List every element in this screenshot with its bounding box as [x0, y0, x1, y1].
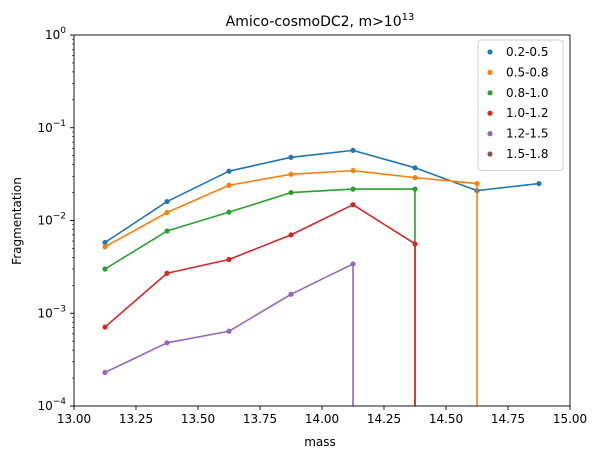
y-tick-exponent: −4	[53, 397, 67, 407]
data-point	[412, 241, 418, 247]
data-point	[102, 266, 108, 272]
legend-box	[477, 39, 564, 171]
legend-item: 1.5-1.8	[487, 147, 549, 161]
x-tick-label: 13.00	[57, 412, 91, 426]
y-tick-base: 10	[37, 399, 52, 413]
legend-label: 0.8-1.0	[506, 86, 549, 100]
legend-label: 1.2-1.5	[506, 127, 549, 141]
data-point	[412, 186, 418, 192]
legend-label: 1.5-1.8	[506, 147, 549, 161]
y-axis-title: Fragmentation	[10, 177, 24, 265]
y-tick-label: 100	[45, 26, 66, 42]
x-tick-label: 14.50	[429, 412, 463, 426]
data-point	[164, 340, 170, 346]
x-tick-label: 13.25	[119, 412, 153, 426]
x-tick-label: 13.50	[181, 412, 215, 426]
chart-title-exponent: 13	[402, 12, 415, 23]
series-1.2-1.5	[102, 261, 356, 406]
data-point	[350, 261, 356, 267]
data-point	[474, 180, 480, 187]
data-point	[288, 189, 294, 196]
chart-title-base: Amico-cosmoDC2, m>10	[226, 14, 402, 30]
legend-item: 0.8-1.0	[487, 86, 549, 100]
y-tick-base: 10	[37, 306, 52, 320]
series-0.5-0.8	[102, 168, 480, 406]
series-1.0-1.2	[102, 202, 418, 406]
chart-title: Amico-cosmoDC2, m>1013	[226, 12, 415, 30]
series-line-1.2-1.5	[104, 263, 354, 406]
data-point	[164, 209, 170, 216]
y-tick-label: 10−1	[37, 119, 66, 135]
legend-item: 1.0-1.2	[487, 106, 549, 120]
data-point	[226, 168, 232, 174]
data-point	[226, 209, 232, 215]
data-point	[536, 180, 542, 187]
data-point	[350, 186, 356, 192]
x-axis-title: mass	[304, 435, 336, 449]
series-0.2-0.5	[102, 147, 542, 246]
data-point	[350, 147, 356, 153]
y-tick-base: 10	[37, 214, 52, 228]
legend-item: 0.5-0.8	[487, 65, 549, 79]
legend-label: 0.2-0.5	[506, 45, 549, 59]
x-tick-label: 14.25	[367, 412, 401, 426]
data-point	[226, 328, 232, 334]
x-tick-label: 14.00	[305, 412, 339, 426]
y-tick-exponent: −2	[53, 212, 66, 222]
data-point	[102, 239, 108, 246]
series-layer	[102, 147, 542, 406]
legend: 0.2-0.5 0.5-0.8 0.8-1.0 1.0-1.2 1.2-1.5 1.5-1…	[477, 39, 564, 171]
legend-item: 1.2-1.5	[487, 127, 549, 141]
legend-marker	[487, 49, 493, 55]
legend-marker	[487, 151, 493, 157]
y-tick-label: 10−2	[37, 212, 66, 228]
legend-item: 0.2-0.5	[487, 45, 549, 59]
y-tick-label: 10−4	[37, 397, 66, 413]
data-point	[226, 182, 232, 188]
legend-marker	[487, 90, 493, 96]
x-tick-label: 15.00	[553, 412, 587, 426]
series-line-0.5-0.8	[104, 169, 478, 406]
legend-label: 1.0-1.2	[506, 106, 549, 120]
data-point	[288, 154, 294, 160]
data-point	[288, 291, 294, 297]
legend-marker	[487, 110, 493, 116]
legend-marker	[487, 69, 493, 75]
data-point	[164, 270, 170, 276]
y-tick-base: 10	[45, 28, 60, 42]
y-tick-base: 10	[37, 121, 52, 135]
y-tick-exponent: −1	[53, 119, 66, 129]
y-tick-exponent: −3	[53, 304, 66, 314]
x-tick-label: 13.75	[243, 412, 277, 426]
data-point	[288, 171, 294, 177]
series-line-0.2-0.5	[104, 149, 540, 244]
legend-marker	[487, 131, 493, 137]
data-point	[350, 168, 356, 174]
data-point	[102, 324, 108, 330]
x-axis: 13.00 13.25 13.50 13.75 14.00 14.25 14.50 14.75…	[57, 406, 587, 426]
x-tick-label: 14.75	[491, 412, 525, 426]
data-point	[288, 232, 294, 238]
data-point	[102, 369, 108, 376]
y-tick-exponent: 0	[60, 26, 66, 36]
data-point	[164, 198, 170, 205]
data-point	[226, 256, 232, 263]
series-0.8-1.0	[102, 186, 418, 406]
data-point	[102, 244, 108, 250]
legend-label: 0.5-0.8	[506, 65, 549, 79]
data-point	[412, 165, 418, 171]
y-tick-label: 10−3	[37, 304, 66, 320]
data-point	[350, 202, 356, 208]
data-point	[412, 175, 418, 181]
data-point	[164, 228, 170, 234]
